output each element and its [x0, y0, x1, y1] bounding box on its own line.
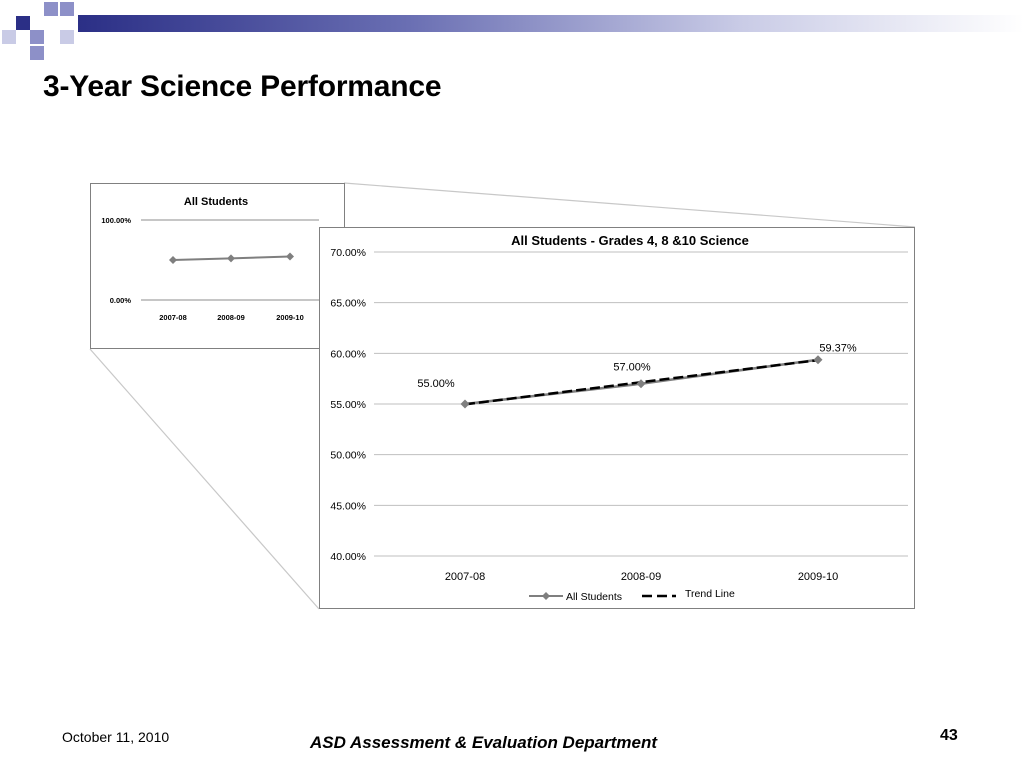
corner-square	[30, 30, 44, 44]
overview-y-tick-label: 0.00%	[110, 296, 132, 305]
zoom-connector-top	[343, 182, 916, 228]
header-gradient-band	[78, 15, 1024, 32]
overview-chart-title: All Students	[184, 196, 248, 208]
corner-square	[2, 30, 16, 44]
page-number: 43	[940, 727, 958, 744]
corner-square	[44, 2, 58, 16]
overview-data-point	[227, 254, 235, 263]
legend-marker-all-students	[542, 592, 550, 600]
legend-label-trend: Trend Line	[685, 588, 735, 600]
overview-data-point	[169, 256, 177, 264]
data-label: 55.00%	[417, 378, 455, 390]
corner-square	[60, 2, 74, 16]
zoom-connector-bottom	[89, 348, 320, 610]
overview-chart-svg: All Students 0.00% 100.00% 2007-08 2008-09 20…	[101, 196, 319, 322]
overview-x-tick-label: 2008-09	[217, 313, 245, 322]
corner-square	[30, 46, 44, 60]
footer-department: ASD Assessment & Evaluation Department	[310, 733, 658, 752]
corner-decoration	[0, 0, 80, 64]
main-y-tick-label: 40.00%	[330, 551, 366, 563]
data-point-all-students	[460, 399, 470, 409]
main-x-tick-label: 2007-08	[445, 571, 485, 583]
data-point-all-students	[813, 355, 823, 365]
overview-data-point	[286, 252, 294, 261]
data-label: 57.00%	[613, 362, 651, 374]
main-y-tick-label: 70.00%	[330, 247, 366, 259]
data-label: 59.37%	[819, 343, 857, 355]
main-y-tick-label: 45.00%	[330, 500, 366, 512]
corner-square	[60, 30, 74, 44]
main-y-tick-label: 60.00%	[330, 348, 366, 360]
main-x-tick-label: 2009-10	[798, 571, 838, 583]
main-chart-title: All Students - Grades 4, 8 &10 Science	[511, 233, 749, 248]
overview-y-tick-label: 100.00%	[101, 216, 131, 225]
main-y-tick-label: 50.00%	[330, 450, 366, 462]
corner-square	[16, 16, 30, 30]
footer-date: October 11, 2010	[62, 729, 170, 745]
main-y-tick-label: 55.00%	[330, 399, 366, 411]
main-chart: All Students - Grades 4, 8 &10 Science 40…	[319, 227, 915, 609]
legend-label-all-students: All Students	[566, 591, 622, 603]
slide-title: 3-Year Science Performance	[43, 70, 442, 103]
overview-x-tick-label: 2007-08	[159, 313, 187, 322]
data-point-all-students	[636, 379, 646, 389]
overview-chart: All Students 0.00% 100.00% 2007-08 2008-09 20…	[90, 183, 345, 349]
main-y-tick-label: 65.00%	[330, 298, 366, 310]
overview-x-tick-label: 2009-10	[276, 313, 304, 322]
main-x-tick-label: 2008-09	[621, 571, 661, 583]
main-chart-svg: All Students - Grades 4, 8 &10 Science 40…	[330, 233, 908, 603]
